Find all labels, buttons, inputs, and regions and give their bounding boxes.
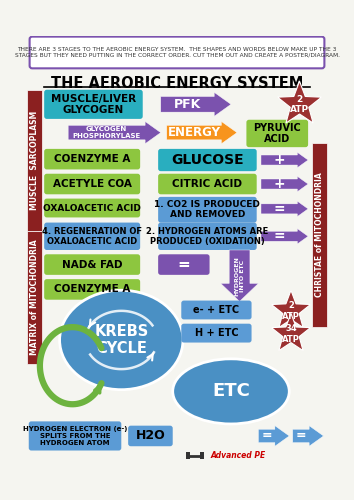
FancyBboxPatch shape — [158, 149, 257, 171]
Polygon shape — [68, 122, 161, 144]
Polygon shape — [258, 426, 289, 446]
FancyBboxPatch shape — [44, 90, 143, 119]
FancyBboxPatch shape — [30, 36, 324, 68]
Text: +: + — [273, 177, 285, 191]
FancyBboxPatch shape — [158, 197, 257, 222]
Polygon shape — [261, 228, 308, 244]
Text: =: = — [273, 230, 285, 243]
Text: MUSCLE  SARCOPLASM: MUSCLE SARCOPLASM — [30, 111, 39, 210]
FancyBboxPatch shape — [44, 198, 140, 218]
FancyBboxPatch shape — [158, 254, 210, 275]
Text: 34
ATP: 34 ATP — [282, 324, 300, 344]
FancyBboxPatch shape — [29, 422, 121, 450]
Polygon shape — [261, 176, 308, 192]
Polygon shape — [161, 92, 231, 116]
Text: CHRISTAE of MITOCHONDRIA: CHRISTAE of MITOCHONDRIA — [315, 172, 324, 298]
Text: ENERGY: ENERGY — [167, 126, 221, 139]
Text: OXALOACETIC ACID: OXALOACETIC ACID — [43, 204, 141, 212]
Text: GLUCOSE: GLUCOSE — [171, 153, 244, 167]
Text: MATRIX of MITOCHONDRIA: MATRIX of MITOCHONDRIA — [30, 240, 39, 356]
Polygon shape — [261, 201, 308, 216]
Text: =: = — [177, 257, 190, 272]
Bar — [27, 90, 42, 231]
Text: THERE ARE 3 STAGES TO THE AEROBIC ENERGY SYSTEM.  THE SHAPES AND WORDS BELOW MAK: THERE ARE 3 STAGES TO THE AEROBIC ENERGY… — [15, 47, 339, 58]
FancyBboxPatch shape — [44, 149, 140, 170]
Text: HYDROGEN
INTO ETC: HYDROGEN INTO ETC — [234, 256, 245, 296]
Text: ACETYLE COA: ACETYLE COA — [53, 179, 132, 189]
FancyBboxPatch shape — [44, 254, 140, 275]
Text: THE AEROBIC ENERGY SYSTEM: THE AEROBIC ENERGY SYSTEM — [51, 76, 303, 91]
Text: GLYCOGEN
PHOSPHORYLASE: GLYCOGEN PHOSPHORYLASE — [73, 126, 141, 139]
Polygon shape — [261, 152, 308, 168]
Bar — [27, 231, 42, 364]
Polygon shape — [278, 81, 321, 123]
Polygon shape — [167, 122, 237, 144]
Text: 1. CO2 IS PRODUCED
AND REMOVED: 1. CO2 IS PRODUCED AND REMOVED — [154, 200, 260, 220]
Text: Advanced PE: Advanced PE — [210, 451, 266, 460]
FancyBboxPatch shape — [44, 222, 140, 250]
Text: ETC: ETC — [212, 382, 250, 400]
Text: MUSCLE/LIVER
GLYCOGEN: MUSCLE/LIVER GLYCOGEN — [51, 94, 136, 115]
Ellipse shape — [173, 359, 289, 424]
FancyBboxPatch shape — [158, 174, 257, 195]
Text: =: = — [296, 430, 306, 442]
Text: 2
ATP: 2 ATP — [282, 301, 300, 320]
FancyBboxPatch shape — [158, 222, 257, 250]
Polygon shape — [221, 250, 258, 302]
Text: HYDROGEN ELECTRON (e-)
SPLITS FROM THE
HYDROGEN ATOM: HYDROGEN ELECTRON (e-) SPLITS FROM THE H… — [23, 426, 127, 446]
Text: PYRUVIC
ACID: PYRUVIC ACID — [253, 122, 301, 144]
Text: 2
ATP: 2 ATP — [290, 94, 309, 114]
Text: =: = — [261, 430, 272, 442]
Bar — [186, 452, 190, 459]
Text: +: + — [273, 153, 285, 167]
FancyBboxPatch shape — [181, 324, 252, 342]
Text: CITRIC ACID: CITRIC ACID — [172, 179, 242, 189]
Text: NAD& FAD: NAD& FAD — [62, 260, 122, 270]
Polygon shape — [293, 426, 324, 446]
Polygon shape — [272, 314, 310, 350]
Text: KREBS
CYCLE: KREBS CYCLE — [94, 324, 148, 356]
Polygon shape — [272, 290, 310, 328]
FancyBboxPatch shape — [44, 174, 140, 195]
Text: =: = — [273, 202, 285, 216]
Ellipse shape — [59, 290, 183, 390]
Text: e- + ETC: e- + ETC — [193, 305, 239, 315]
FancyBboxPatch shape — [181, 300, 252, 320]
FancyBboxPatch shape — [44, 279, 140, 299]
Text: 4. REGENERATION OF
OXALOACETIC ACID: 4. REGENERATION OF OXALOACETIC ACID — [42, 226, 142, 246]
Text: COENZYME A: COENZYME A — [54, 284, 130, 294]
FancyBboxPatch shape — [246, 120, 308, 147]
Bar — [200, 452, 204, 459]
Text: COENZYME A: COENZYME A — [54, 154, 130, 164]
Text: H + ETC: H + ETC — [195, 328, 238, 338]
Text: PFK: PFK — [174, 98, 201, 111]
Bar — [312, 143, 327, 327]
FancyBboxPatch shape — [128, 426, 173, 446]
Text: H2O: H2O — [136, 430, 165, 442]
Text: 2. HYDROGEN ATOMS ARE
PRODUCED (OXIDATION): 2. HYDROGEN ATOMS ARE PRODUCED (OXIDATIO… — [146, 226, 269, 246]
